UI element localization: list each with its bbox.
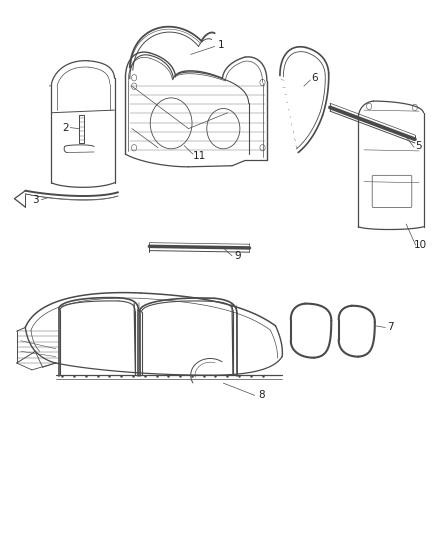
Text: 9: 9: [234, 251, 241, 261]
Text: 10: 10: [413, 240, 427, 251]
Text: 5: 5: [415, 141, 422, 151]
Text: 2: 2: [63, 123, 69, 133]
Text: 7: 7: [388, 322, 394, 333]
Text: 1: 1: [218, 40, 225, 50]
Text: 6: 6: [311, 73, 318, 83]
Text: 3: 3: [32, 195, 39, 205]
Text: 11: 11: [193, 151, 206, 161]
Text: 8: 8: [258, 390, 265, 400]
